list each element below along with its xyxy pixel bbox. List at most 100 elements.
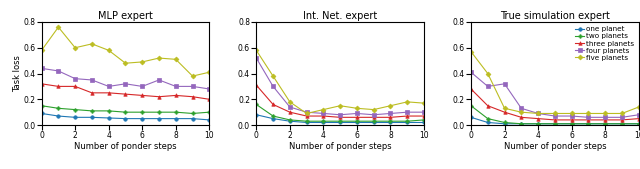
- Title: MLP expert: MLP expert: [98, 11, 153, 21]
- one planet: [38, 112, 45, 114]
- one planet: [189, 118, 196, 120]
- two planets: [387, 120, 394, 122]
- two planets: [467, 105, 475, 107]
- three planets: [205, 98, 213, 100]
- one planet: [500, 123, 508, 125]
- three planets: [54, 85, 62, 87]
- three planets: [252, 84, 260, 86]
- four planets: [105, 85, 113, 87]
- three planets: [303, 115, 310, 117]
- three planets: [618, 119, 626, 121]
- four planets: [618, 116, 626, 118]
- four planets: [584, 116, 592, 118]
- two planets: [353, 120, 361, 122]
- two planets: [319, 120, 327, 122]
- one planet: [568, 123, 575, 125]
- three planets: [370, 116, 378, 118]
- three planets: [337, 116, 344, 118]
- four planets: [568, 115, 575, 117]
- two planets: [122, 111, 129, 113]
- five planets: [88, 43, 96, 45]
- five planets: [534, 112, 542, 114]
- one planet: [303, 122, 310, 124]
- one planet: [205, 119, 213, 121]
- one planet: [387, 122, 394, 124]
- Line: five planets: five planets: [255, 49, 426, 115]
- two planets: [38, 105, 45, 107]
- Line: four planets: four planets: [40, 67, 211, 91]
- five planets: [518, 111, 525, 113]
- five planets: [303, 112, 310, 114]
- one planet: [420, 122, 428, 124]
- three planets: [172, 94, 180, 96]
- five planets: [122, 62, 129, 64]
- three planets: [568, 119, 575, 121]
- five planets: [500, 107, 508, 109]
- Line: three planets: three planets: [40, 82, 211, 101]
- one planet: [534, 123, 542, 125]
- Line: one planet: one planet: [40, 112, 211, 122]
- two planets: [286, 119, 294, 121]
- four planets: [403, 111, 411, 113]
- Title: True simulation expert: True simulation expert: [500, 11, 610, 21]
- two planets: [54, 107, 62, 109]
- three planets: [38, 83, 45, 85]
- four planets: [353, 112, 361, 114]
- one planet: [105, 117, 113, 119]
- five planets: [286, 101, 294, 103]
- four planets: [500, 83, 508, 85]
- five planets: [38, 49, 45, 51]
- four planets: [337, 114, 344, 116]
- three planets: [635, 118, 640, 120]
- one planet: [635, 123, 640, 125]
- two planets: [568, 123, 575, 125]
- three planets: [286, 111, 294, 113]
- one planet: [467, 116, 475, 118]
- three planets: [584, 119, 592, 121]
- five planets: [319, 108, 327, 111]
- five planets: [484, 73, 492, 75]
- Line: two planets: two planets: [40, 104, 211, 115]
- five planets: [551, 112, 559, 114]
- two planets: [138, 111, 146, 113]
- five planets: [618, 112, 626, 114]
- one planet: [138, 118, 146, 120]
- one planet: [337, 122, 344, 124]
- one planet: [353, 122, 361, 124]
- five planets: [54, 26, 62, 28]
- two planets: [105, 110, 113, 112]
- one planet: [269, 118, 277, 120]
- one planet: [172, 118, 180, 120]
- three planets: [387, 116, 394, 118]
- three planets: [155, 96, 163, 98]
- four planets: [420, 111, 428, 113]
- Line: one planet: one planet: [255, 113, 426, 124]
- three planets: [484, 105, 492, 107]
- four planets: [252, 57, 260, 59]
- one planet: [403, 122, 411, 124]
- one planet: [370, 122, 378, 124]
- Line: four planets: four planets: [255, 56, 426, 116]
- four planets: [303, 111, 310, 113]
- two planets: [71, 108, 79, 111]
- five planets: [584, 112, 592, 114]
- two planets: [534, 123, 542, 125]
- four planets: [286, 106, 294, 108]
- two planets: [88, 110, 96, 112]
- three planets: [420, 115, 428, 117]
- one planet: [584, 123, 592, 125]
- one planet: [618, 123, 626, 125]
- four planets: [122, 83, 129, 85]
- Line: three planets: three planets: [469, 87, 640, 122]
- one planet: [551, 123, 559, 125]
- four planets: [155, 79, 163, 81]
- four planets: [387, 112, 394, 114]
- four planets: [88, 79, 96, 81]
- three planets: [500, 111, 508, 113]
- two planets: [602, 123, 609, 125]
- four planets: [319, 112, 327, 114]
- two planets: [370, 120, 378, 122]
- three planets: [602, 119, 609, 121]
- five planets: [105, 49, 113, 51]
- two planets: [172, 111, 180, 113]
